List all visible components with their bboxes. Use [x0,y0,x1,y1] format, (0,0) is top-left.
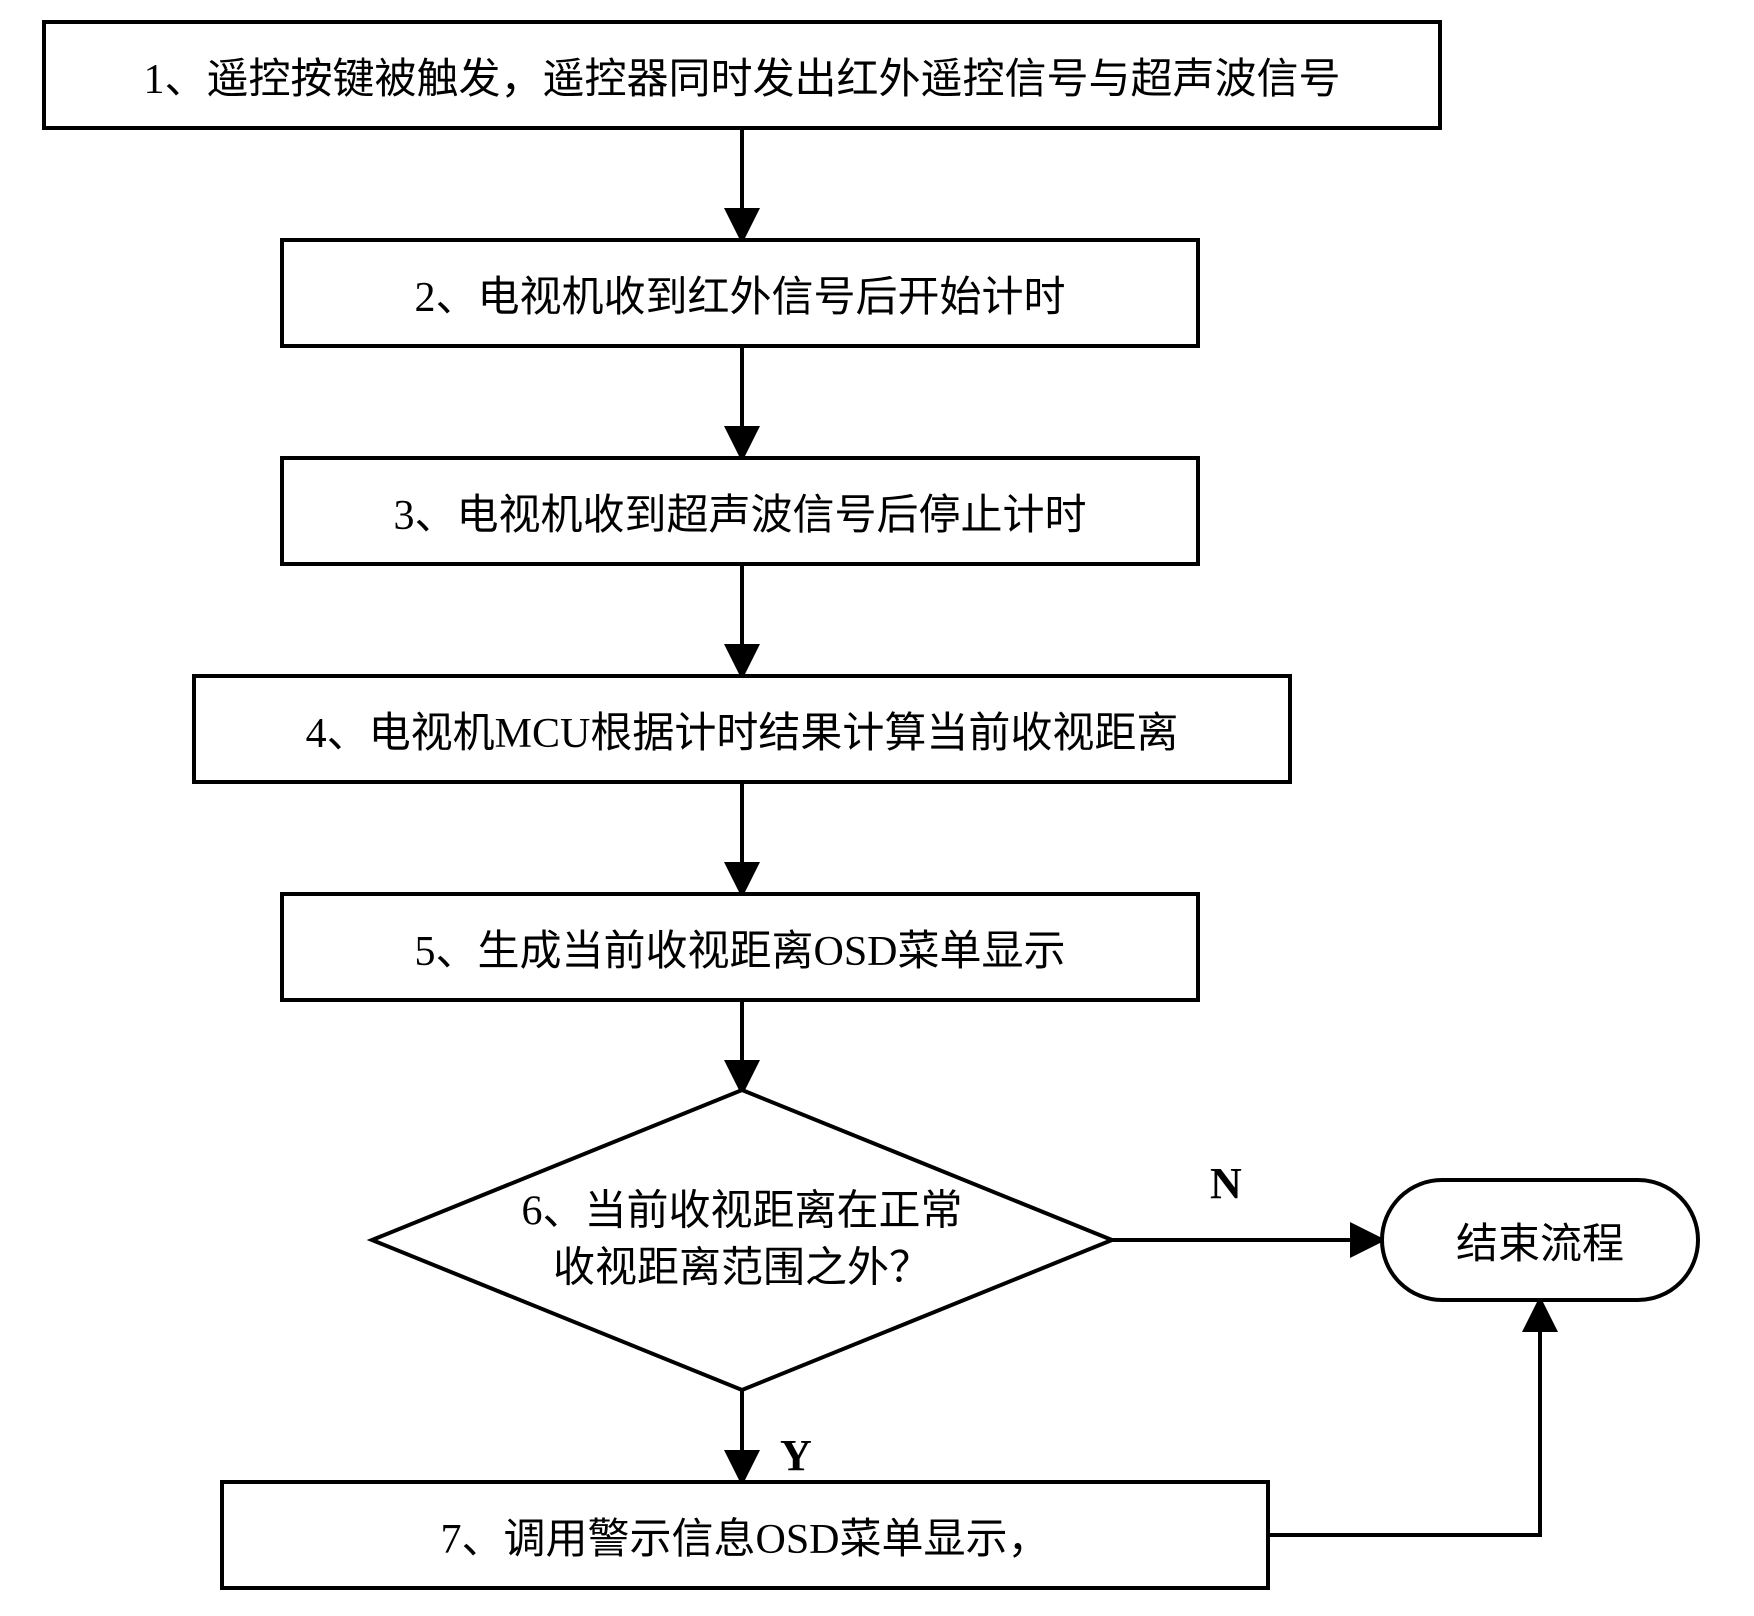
step-7-text: 7、调用警示信息OSD菜单显示， [440,1505,1049,1566]
step-3-text: 3、电视机收到超声波信号后停止计时 [393,481,1086,542]
step-2: 2、电视机收到红外信号后开始计时 [280,238,1200,348]
terminator-end: 结束流程 [1380,1178,1700,1302]
step-4-text: 4、电视机MCU根据计时结果计算当前收视距离 [306,699,1179,760]
step-2-text: 2、电视机收到红外信号后开始计时 [414,263,1065,324]
terminator-end-text: 结束流程 [1456,1210,1624,1271]
step-7: 7、调用警示信息OSD菜单显示， [220,1480,1270,1590]
edge-label-no: N [1210,1158,1242,1209]
step-1: 1、遥控按键被触发，遥控器同时发出红外遥控信号与超声波信号 [42,20,1442,130]
decision-6-line2: 收视距离范围之外？ [446,1240,1038,1297]
decision-6: 6、当前收视距离在正常 收视距离范围之外？ [372,1090,1112,1390]
decision-6-line1: 6、当前收视距离在正常 [446,1183,1038,1240]
step-4: 4、电视机MCU根据计时结果计算当前收视距离 [192,674,1292,784]
step-5: 5、生成当前收视距离OSD菜单显示 [280,892,1200,1002]
step-3: 3、电视机收到超声波信号后停止计时 [280,456,1200,566]
step-5-text: 5、生成当前收视距离OSD菜单显示 [414,917,1065,978]
decision-6-label: 6、当前收视距离在正常 收视距离范围之外？ [446,1183,1038,1296]
edge-label-yes: Y [780,1430,812,1481]
step-1-text: 1、遥控按键被触发，遥控器同时发出红外遥控信号与超声波信号 [143,45,1340,106]
